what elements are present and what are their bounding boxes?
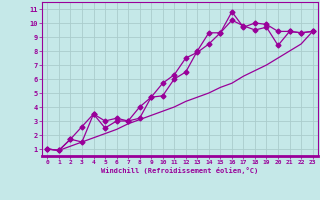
X-axis label: Windchill (Refroidissement éolien,°C): Windchill (Refroidissement éolien,°C) [101,167,259,174]
